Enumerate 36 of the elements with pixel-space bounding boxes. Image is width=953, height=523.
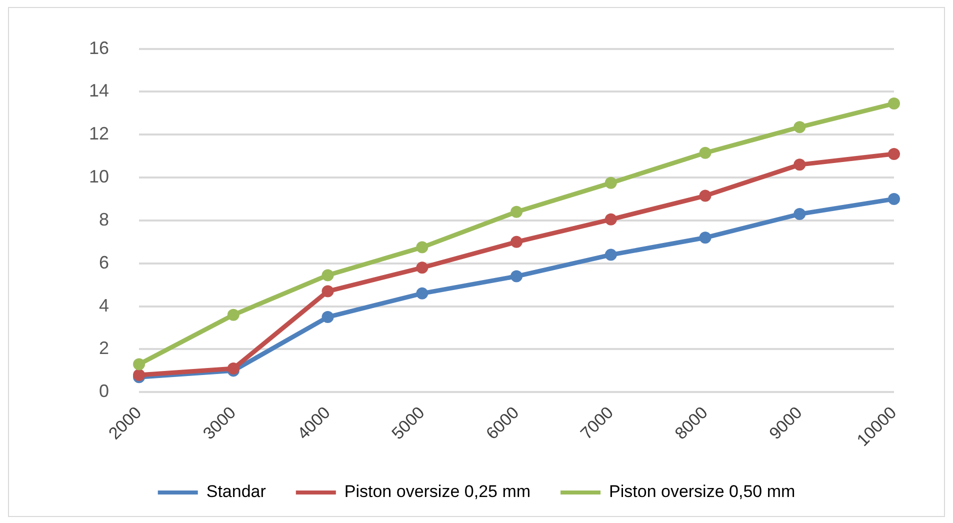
y-tick-label: 4 (99, 295, 110, 316)
point (604, 213, 617, 226)
y-tick-label: 6 (99, 252, 110, 272)
point (888, 193, 900, 206)
point (888, 148, 900, 160)
point (133, 368, 146, 381)
y-tick-label: 8 (99, 209, 110, 230)
legend-label: Standar (206, 482, 266, 502)
point (699, 190, 712, 202)
legend-label: Piston oversize 0,50 mm (609, 482, 796, 502)
point (416, 241, 428, 254)
point (699, 232, 712, 244)
y-tick-label: 0 (99, 381, 110, 402)
legend-label: Piston oversize 0,25 mm (344, 482, 531, 502)
point (604, 248, 617, 261)
point (416, 262, 428, 274)
y-tick-label: 16 (88, 38, 110, 58)
point (888, 98, 900, 110)
point (227, 308, 240, 321)
point (794, 121, 806, 134)
y-tick-label: 12 (88, 124, 110, 144)
y-tick-label: 2 (99, 338, 110, 358)
point (510, 206, 523, 218)
point (794, 158, 806, 171)
y-tick-label: 10 (88, 166, 110, 187)
point (510, 236, 523, 248)
point (133, 358, 146, 370)
point (604, 176, 617, 189)
point (322, 311, 334, 324)
point (699, 146, 712, 159)
point (510, 270, 523, 282)
point (322, 285, 334, 298)
point (416, 287, 428, 300)
point (322, 269, 334, 282)
point (794, 208, 806, 220)
y-tick-label: 14 (88, 80, 110, 101)
